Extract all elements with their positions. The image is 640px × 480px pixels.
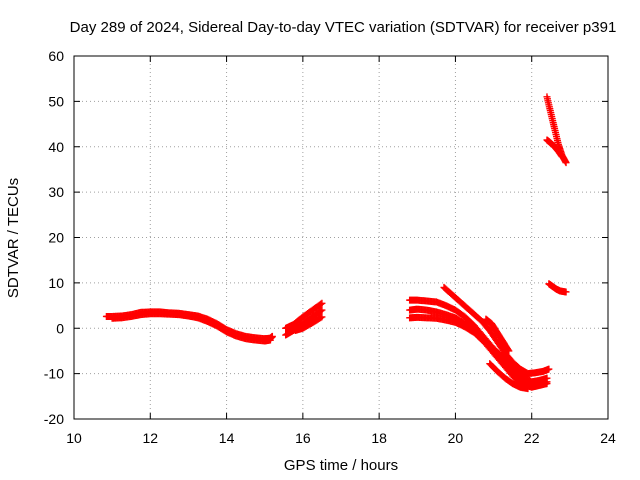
x-tick-label: 20: [448, 430, 464, 446]
data-point: [505, 347, 513, 355]
y-tick-label: -20: [44, 411, 64, 427]
data-point: [543, 380, 551, 388]
x-tick-label: 22: [524, 430, 540, 446]
data-point: [318, 313, 326, 321]
y-tick-label: -10: [44, 366, 64, 382]
chart-title: Day 289 of 2024, Sidereal Day-to-day VTE…: [70, 19, 617, 36]
x-axis-label: GPS time / hours: [284, 457, 398, 474]
x-tick-label: 14: [219, 430, 235, 446]
data-point: [562, 288, 570, 296]
data-point: [504, 346, 512, 354]
data-point: [562, 159, 570, 167]
grid-lines: [74, 56, 608, 419]
y-axis-label: SDTVAR / TECUs: [5, 178, 22, 298]
data-point: [318, 299, 326, 307]
x-tick-label: 24: [600, 430, 616, 446]
y-tick-label: 60: [48, 48, 64, 64]
x-tick-label: 10: [66, 430, 82, 446]
data-point: [268, 332, 276, 340]
series-arc-10: [486, 360, 532, 393]
data-point: [545, 365, 553, 373]
y-tick-label: 20: [48, 230, 64, 246]
y-tick-label: 0: [56, 320, 64, 336]
series-arc-13: [545, 280, 570, 296]
x-tick-label: 18: [371, 430, 387, 446]
data-point: [266, 336, 274, 344]
y-tick-label: 30: [48, 184, 64, 200]
series-arc-4: [291, 313, 326, 335]
data-point: [317, 300, 325, 308]
series-arc-1b: [108, 310, 274, 345]
x-tick-label: 12: [142, 430, 158, 446]
y-tick-label: 50: [48, 93, 64, 109]
data-point: [317, 307, 325, 315]
data-point: [318, 306, 326, 314]
series-arc-3: [282, 299, 326, 332]
axis-ticks: 10 12 14 16 18 20 22 24 -20 -10 0 10 20 30 40 50 60: [44, 48, 616, 446]
data-markers: [102, 93, 570, 393]
data-point: [524, 385, 532, 393]
y-tick-label: 10: [48, 275, 64, 291]
series-arc-11: [543, 93, 570, 167]
data-point: [317, 314, 325, 322]
x-tick-label: 16: [295, 430, 311, 446]
series-arc-12: [543, 136, 566, 161]
data-point: [558, 153, 566, 161]
y-tick-label: 40: [48, 139, 64, 155]
series-arc-9: [482, 315, 513, 355]
